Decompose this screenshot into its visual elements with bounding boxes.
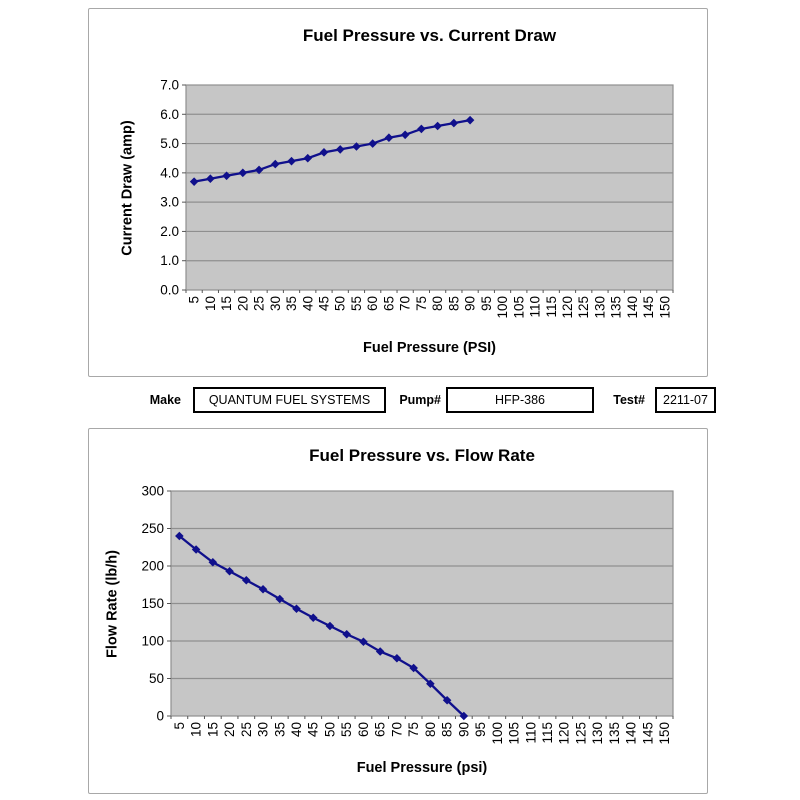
svg-text:80: 80 [430, 296, 445, 311]
svg-text:80: 80 [423, 722, 438, 737]
current-draw-plot: 0.0 1.0 2.0 3.0 4.0 5.0 6.0 7.0 5 10 15 20 25 30 35 40 4… [160, 78, 674, 319]
svg-text:60: 60 [365, 296, 380, 311]
svg-text:150: 150 [657, 722, 672, 745]
svg-text:100: 100 [141, 634, 164, 649]
svg-text:75: 75 [406, 722, 421, 737]
svg-text:6.0: 6.0 [160, 107, 179, 122]
svg-text:130: 130 [590, 722, 605, 745]
pump-number-input[interactable]: HFP-386 [446, 387, 594, 413]
svg-text:45: 45 [316, 296, 331, 311]
svg-text:7.0: 7.0 [160, 78, 179, 93]
test-number-input[interactable]: 2211-07 [655, 387, 716, 413]
svg-text:3.0: 3.0 [160, 195, 179, 210]
svg-text:45: 45 [306, 722, 321, 737]
svg-text:125: 125 [576, 296, 591, 319]
svg-text:0: 0 [156, 709, 164, 724]
svg-text:20: 20 [222, 722, 237, 737]
svg-text:40: 40 [289, 722, 304, 737]
svg-text:125: 125 [573, 722, 588, 745]
svg-text:25: 25 [239, 722, 254, 737]
svg-text:25: 25 [252, 296, 267, 311]
svg-text:35: 35 [284, 296, 299, 311]
svg-text:145: 145 [641, 296, 656, 319]
svg-text:130: 130 [592, 296, 607, 319]
flow-rate-chart: Fuel Pressure vs. Flow Rate Flow Rate (l… [88, 428, 708, 794]
svg-text:110: 110 [523, 722, 538, 744]
svg-text:135: 135 [607, 722, 622, 745]
svg-text:50: 50 [149, 671, 164, 686]
svg-text:300: 300 [141, 484, 164, 499]
svg-text:100: 100 [495, 296, 510, 319]
current-draw-chart: Fuel Pressure vs. Current Draw Current D… [88, 8, 708, 377]
svg-text:95: 95 [479, 296, 494, 311]
svg-text:50: 50 [322, 722, 337, 737]
svg-text:105: 105 [511, 296, 526, 319]
svg-text:0.0: 0.0 [160, 283, 179, 298]
svg-text:30: 30 [268, 296, 283, 311]
svg-text:5: 5 [187, 296, 202, 304]
svg-text:95: 95 [473, 722, 488, 737]
svg-text:150: 150 [657, 296, 672, 319]
make-label: Make [149, 393, 181, 407]
test-number-label: Test# [613, 393, 645, 407]
svg-text:20: 20 [235, 296, 250, 311]
svg-text:140: 140 [625, 296, 640, 319]
svg-text:75: 75 [414, 296, 429, 311]
svg-text:120: 120 [557, 722, 572, 745]
svg-text:135: 135 [609, 296, 624, 319]
svg-text:5: 5 [172, 722, 187, 730]
svg-text:70: 70 [398, 296, 413, 311]
svg-text:5.0: 5.0 [160, 136, 179, 151]
svg-text:30: 30 [256, 722, 271, 737]
chart-title: Fuel Pressure vs. Current Draw [302, 26, 557, 45]
pump-number-label: Pump# [399, 393, 441, 407]
svg-text:10: 10 [189, 722, 204, 737]
svg-text:35: 35 [272, 722, 287, 737]
svg-text:60: 60 [356, 722, 371, 737]
svg-text:105: 105 [507, 722, 522, 745]
svg-text:50: 50 [333, 296, 348, 311]
svg-text:40: 40 [300, 296, 315, 311]
svg-text:140: 140 [624, 722, 639, 745]
make-input[interactable]: QUANTUM FUEL SYSTEMS [193, 387, 386, 413]
svg-text:70: 70 [389, 722, 404, 737]
svg-text:90: 90 [456, 722, 471, 737]
svg-text:2.0: 2.0 [160, 224, 179, 239]
svg-text:65: 65 [381, 296, 396, 311]
svg-text:85: 85 [440, 722, 455, 737]
svg-text:250: 250 [141, 521, 164, 536]
svg-text:65: 65 [373, 722, 388, 737]
svg-text:100: 100 [490, 722, 505, 745]
x-axis-title: Fuel Pressure (PSI) [363, 340, 496, 356]
svg-text:120: 120 [560, 296, 575, 319]
svg-text:15: 15 [219, 296, 234, 311]
x-axis-title: Fuel Pressure (psi) [356, 760, 488, 776]
svg-text:55: 55 [349, 296, 364, 311]
svg-text:1.0: 1.0 [160, 253, 179, 268]
svg-text:10: 10 [203, 296, 218, 311]
svg-text:15: 15 [205, 722, 220, 737]
svg-text:85: 85 [446, 296, 461, 311]
svg-text:4.0: 4.0 [160, 165, 179, 180]
svg-text:150: 150 [141, 596, 164, 611]
svg-text:90: 90 [463, 296, 478, 311]
svg-text:115: 115 [540, 722, 555, 744]
svg-text:145: 145 [640, 722, 655, 745]
svg-text:200: 200 [141, 559, 164, 574]
chart-title: Fuel Pressure vs. Flow Rate [309, 446, 535, 465]
svg-text:55: 55 [339, 722, 354, 737]
svg-text:115: 115 [544, 296, 559, 318]
svg-text:110: 110 [528, 296, 543, 318]
